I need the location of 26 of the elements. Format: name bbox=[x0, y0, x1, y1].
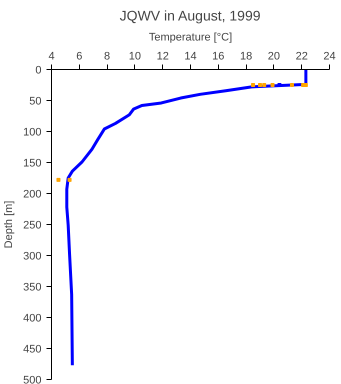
x-tick-label: 8 bbox=[104, 50, 110, 62]
y-tick-label: 400 bbox=[23, 312, 42, 324]
x-tick-label: 24 bbox=[323, 50, 336, 62]
x-tick-label: 12 bbox=[156, 50, 169, 62]
y-tick-label: 300 bbox=[23, 250, 42, 262]
line-series bbox=[65, 70, 308, 367]
y-tick-label: 0 bbox=[35, 64, 42, 76]
y-tick-label: 250 bbox=[23, 220, 42, 232]
chart-title: JQWV in August, 1999 bbox=[120, 8, 261, 24]
y-axis-title: Depth [m] bbox=[3, 200, 16, 248]
x-tick-label: 14 bbox=[184, 50, 197, 62]
y-tick-label: 450 bbox=[23, 344, 42, 356]
y-tick-label: 150 bbox=[23, 158, 42, 170]
x-tick-label: 22 bbox=[296, 50, 308, 62]
y-tick-label: 100 bbox=[23, 126, 42, 138]
y-tick-label: 350 bbox=[23, 282, 42, 294]
y-tick-label: 500 bbox=[23, 374, 42, 384]
x-tick-label: 20 bbox=[268, 50, 280, 62]
x-tick-label: 16 bbox=[212, 50, 224, 62]
y-tick-label: 50 bbox=[29, 96, 42, 108]
y-tick-label: 200 bbox=[23, 188, 42, 200]
x-tick-label: 4 bbox=[48, 50, 55, 62]
x-tick-label: 6 bbox=[76, 50, 82, 62]
x-axis-title: Temperature [°C] bbox=[148, 32, 232, 44]
x-tick-label: 10 bbox=[128, 50, 142, 62]
x-tick-label: 18 bbox=[240, 50, 252, 62]
